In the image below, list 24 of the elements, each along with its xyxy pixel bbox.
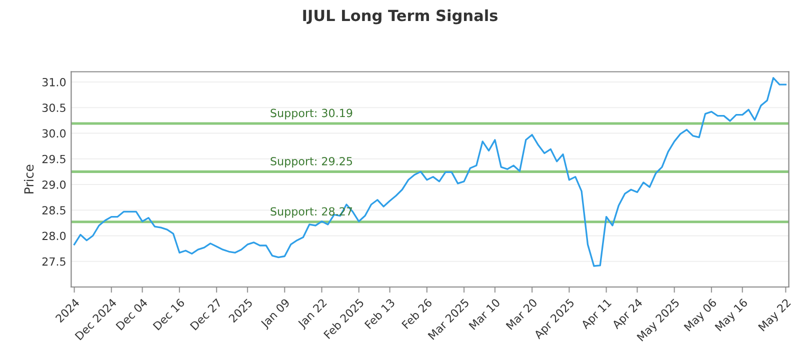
y-axis-title: Price [24,164,34,194]
x-tick-label: Mar 20 [506,298,538,330]
x-tick-label: Apr 24 [611,298,644,332]
x-tick-label: Feb 26 [401,298,432,330]
x-tick-label: Dec 27 [190,298,222,330]
y-tick-label: 29.5 [42,154,66,164]
x-tick-label: Dec 04 [116,298,148,330]
x-tick-label: Jan 09 [260,298,292,330]
chart-title: IJUL Long Term Signals [303,9,498,24]
ref-line-label: Support: 30.19 [270,108,352,120]
y-tick-label: 28.0 [42,232,66,240]
x-tick-label: Feb 13 [364,298,396,330]
y-tick-label: 28.5 [42,206,66,215]
line-series [73,77,787,267]
y-tick-label: 31.0 [42,78,66,86]
x-tick-label: Mar 10 [468,298,501,330]
ref-line-label: Support: 29.25 [270,156,352,168]
y-tick-label: 27.5 [42,257,66,266]
x-tick-label: Apr 11 [580,298,614,332]
y-tick-label: 30.0 [42,129,66,138]
x-tick-label: Jan 22 [296,298,328,330]
y-tick-label: 29.0 [42,180,66,189]
y-tick-label: 30.5 [42,104,66,112]
x-tick-label: Dec 16 [152,298,186,330]
